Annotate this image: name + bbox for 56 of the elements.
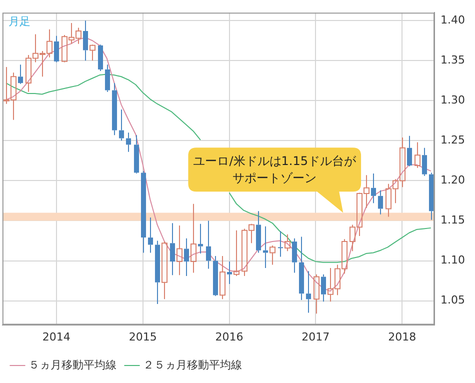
annotation: 月足	[8, 14, 30, 28]
x-tick-label: 2016	[215, 330, 244, 344]
candlestick	[148, 217, 154, 254]
x-tick-label: 2018	[388, 330, 416, 344]
candlestick	[269, 245, 276, 266]
candlestick	[298, 236, 304, 300]
y-tick-label: 1.20	[440, 174, 466, 187]
candlestick	[320, 274, 326, 302]
candlestick	[212, 255, 218, 296]
y-tick-label: 1.05	[440, 294, 466, 307]
candlestick	[262, 226, 268, 268]
candlestick	[378, 190, 384, 215]
candlestick	[161, 241, 168, 300]
candlestick	[233, 230, 240, 276]
annotation: ユーロ/米ドルは1.15ドル台がサポートゾーン	[192, 152, 357, 187]
candlestick	[140, 170, 146, 254]
legend-label: ５ヵ月移動平均線	[28, 358, 116, 372]
y-tick-label: 1.25	[440, 134, 466, 147]
x-tick-label: 2015	[128, 330, 157, 344]
y-tick-label: 1.10	[440, 254, 466, 267]
y-tick-label: 1.15	[440, 214, 466, 227]
y-tick-label: 1.40	[440, 13, 466, 26]
candlestick	[370, 173, 376, 204]
candlestick	[184, 238, 190, 276]
candlestick	[154, 240, 160, 304]
candlestick	[313, 274, 320, 314]
candlestick	[134, 134, 140, 174]
candlestick	[89, 44, 96, 62]
candlestick	[278, 230, 284, 258]
y-tick-label: 1.30	[440, 94, 466, 107]
x-tick-label: 2014	[42, 330, 70, 344]
candlestick	[104, 64, 110, 92]
candlestick	[284, 234, 291, 252]
legend-label: ２５ヵ月移動平均線	[143, 358, 242, 372]
candlestick	[126, 132, 132, 152]
candlestick	[170, 222, 176, 276]
candlestick	[292, 238, 298, 274]
candlestick	[82, 20, 88, 62]
candlestick	[219, 255, 226, 300]
x-tick-label: 2017	[302, 330, 330, 344]
candlestick	[54, 35, 60, 63]
candlestick	[98, 44, 104, 72]
candlestick	[414, 142, 421, 168]
candlestick	[226, 261, 232, 284]
candlestick	[112, 82, 118, 136]
candlestick	[256, 210, 262, 254]
candlestick	[176, 225, 183, 276]
y-tick-label: 1.35	[440, 53, 466, 66]
candlestick	[406, 135, 412, 167]
candlestick	[306, 270, 312, 314]
candlestick	[118, 108, 124, 142]
candlestick	[422, 147, 428, 176]
candlestick	[18, 64, 24, 84]
candlestick	[206, 220, 212, 270]
candlestick	[190, 203, 197, 274]
candlestick	[198, 223, 204, 254]
